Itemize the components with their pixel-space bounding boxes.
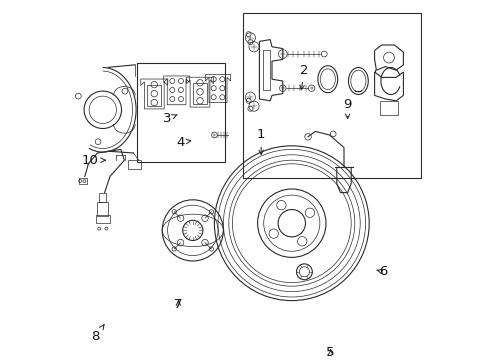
Bar [193,83,207,104]
Text: 6: 6 [377,265,388,278]
Bar [128,160,141,169]
Bar [98,202,108,216]
Bar [96,215,110,223]
Text: 9: 9 [343,98,352,118]
Text: 2: 2 [300,64,309,90]
Bar [243,13,421,178]
Bar [147,85,161,106]
Bar [79,178,87,184]
Text: 10: 10 [82,154,105,167]
Text: 5: 5 [326,346,335,359]
Bar [137,63,225,162]
Bar [99,193,106,202]
Text: 8: 8 [92,325,104,343]
Text: 1: 1 [257,129,266,154]
Text: 7: 7 [174,298,183,311]
Text: 4: 4 [176,136,191,149]
Text: 3: 3 [163,112,177,125]
